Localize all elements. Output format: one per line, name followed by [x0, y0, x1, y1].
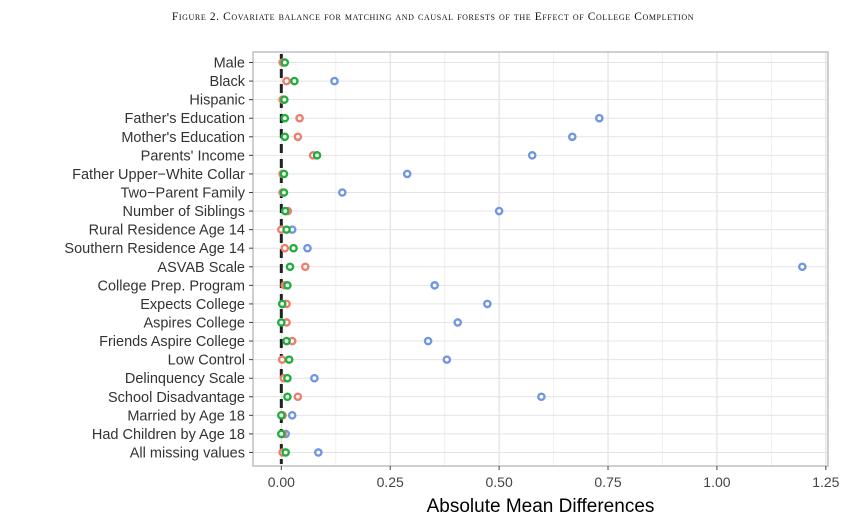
data-point	[280, 132, 290, 142]
data-point	[280, 58, 290, 67]
data-point	[280, 95, 289, 104]
data-point	[277, 355, 287, 364]
data-points	[277, 58, 807, 457]
data-point	[277, 299, 287, 309]
plot-panel	[253, 52, 828, 466]
y-tick-label: Rural Residence Age 14	[89, 223, 245, 239]
data-point	[283, 373, 292, 383]
y-tick-label: Married by Age 18	[127, 408, 245, 424]
data-point	[293, 392, 303, 402]
data-point	[303, 243, 312, 253]
y-tick-label: Two−Parent Family	[120, 185, 245, 201]
y-tick-label: College Prep. Program	[98, 278, 246, 294]
data-point	[797, 262, 807, 272]
data-point	[314, 448, 323, 457]
data-point	[277, 429, 286, 439]
data-point	[289, 243, 298, 253]
data-point	[280, 206, 290, 216]
x-tick-label: 1.25	[812, 474, 839, 490]
data-point	[282, 336, 291, 346]
data-point	[283, 392, 292, 402]
x-tick-label: 0.25	[377, 474, 404, 490]
x-axis-label: Absolute Mean Differences	[427, 496, 655, 517]
x-tick-label: 0.00	[268, 474, 295, 490]
data-point	[402, 169, 412, 179]
y-tick-label: School Disadvantage	[108, 390, 245, 406]
y-tick-label: Delinquency Scale	[125, 371, 245, 387]
data-point	[285, 262, 295, 272]
data-point	[290, 76, 299, 86]
data-point	[312, 151, 322, 160]
data-point	[282, 225, 291, 234]
x-tick-label: 1.00	[703, 474, 730, 490]
x-tick-label: 0.50	[485, 474, 512, 490]
data-point	[281, 448, 290, 457]
data-point	[280, 243, 290, 253]
y-tick-label: Father's Education	[125, 111, 245, 127]
data-point	[537, 392, 546, 402]
y-tick-label: Had Children by Age 18	[92, 427, 245, 443]
data-point	[567, 132, 577, 142]
y-tick-label: Black	[210, 74, 246, 90]
y-tick-label: Friends Aspire College	[99, 334, 245, 350]
data-point	[527, 151, 537, 160]
data-point	[279, 188, 289, 197]
y-tick-label: Father Upper−White Collar	[72, 167, 245, 183]
y-tick-label: Parents' Income	[141, 148, 245, 164]
data-point	[595, 113, 604, 123]
data-point	[494, 206, 504, 216]
data-point	[310, 373, 319, 383]
y-tick-label: Male	[214, 56, 245, 72]
plot-border	[252, 51, 829, 467]
y-tick-label: Number of Siblings	[123, 204, 246, 220]
grid	[253, 52, 828, 466]
data-point	[279, 169, 289, 179]
data-point	[284, 355, 294, 364]
data-point	[430, 281, 439, 290]
y-tick-label: Mother's Education	[121, 130, 245, 146]
data-point	[300, 262, 310, 272]
data-point	[277, 411, 286, 420]
data-point	[423, 336, 433, 346]
data-point	[293, 132, 303, 142]
data-point	[483, 299, 492, 309]
data-point	[280, 113, 290, 123]
data-point	[337, 188, 347, 197]
y-tick-label: All missing values	[130, 445, 245, 461]
y-tick-label: Southern Residence Age 14	[64, 241, 245, 257]
y-tick-label: Expects College	[140, 297, 245, 313]
x-tick-label: 0.75	[594, 474, 621, 490]
data-point	[330, 76, 339, 86]
figure-title: Figure 2. Covariate balance for matching…	[171, 11, 695, 23]
data-point	[283, 281, 292, 290]
data-point	[295, 113, 304, 123]
data-point	[453, 318, 463, 327]
y-tick-label: Hispanic	[189, 93, 245, 109]
y-tick-label: ASVAB Scale	[157, 260, 245, 276]
data-point	[442, 355, 452, 364]
data-point	[282, 76, 291, 86]
data-point	[287, 411, 297, 420]
y-tick-label: Low Control	[168, 353, 245, 369]
data-point	[277, 318, 286, 327]
y-tick-label: Aspires College	[143, 315, 245, 331]
y-axis-labels: Male Black Hispanic Father's Education Mothe…	[64, 56, 253, 461]
x-axis-ticks: 0.00 0.25 0.50 0.75 1.00 1.25	[268, 466, 840, 490]
